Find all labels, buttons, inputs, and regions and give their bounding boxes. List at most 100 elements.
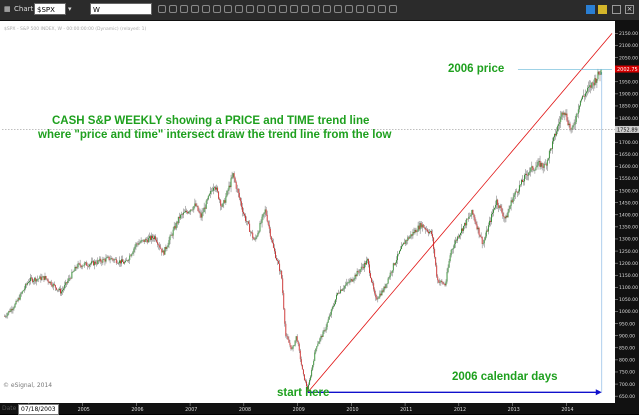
candle-body <box>222 203 224 207</box>
candle-body <box>591 82 593 88</box>
alert-tool-icon[interactable] <box>356 5 364 13</box>
candle-body <box>204 207 206 209</box>
candle-body <box>193 206 195 210</box>
candle-body <box>509 205 511 209</box>
symbol-input[interactable]: $SPX <box>34 3 66 15</box>
candle-body <box>282 278 284 294</box>
maximize-icon[interactable] <box>612 5 621 14</box>
arc-tool-icon[interactable] <box>246 5 254 13</box>
candle-body <box>496 199 498 206</box>
candle-body <box>399 250 400 254</box>
candle-body <box>86 265 88 267</box>
candle-body <box>352 280 354 282</box>
candle-body <box>318 341 320 344</box>
price-tick-label: 1800.00 <box>619 116 638 122</box>
candle-body <box>284 308 286 324</box>
interval-input[interactable]: W <box>90 3 152 15</box>
candle-body <box>217 187 219 192</box>
fib-tool-icon[interactable] <box>213 5 221 13</box>
candle-body <box>563 112 565 115</box>
candle-body <box>128 259 130 261</box>
line-tool-icon[interactable] <box>180 5 188 13</box>
candle-body <box>586 91 588 94</box>
price-tick-label: 1000.00 <box>619 309 638 315</box>
candle-body <box>233 173 235 179</box>
candle-body <box>327 319 329 323</box>
link-tool-icon[interactable] <box>389 5 397 13</box>
rectangle-tool-icon[interactable] <box>202 5 210 13</box>
eraser-tool-icon[interactable] <box>323 5 331 13</box>
candle-body <box>157 241 159 245</box>
candle-body <box>439 281 441 283</box>
candle-body <box>394 262 396 265</box>
crosshair-tool-icon[interactable] <box>158 5 166 13</box>
candle-body <box>186 210 188 212</box>
candle-body <box>97 260 99 264</box>
candle-body <box>364 262 366 265</box>
candle-body <box>224 200 226 203</box>
zoom-tool-icon[interactable] <box>169 5 177 13</box>
candle-body <box>354 274 356 279</box>
price-tick-label: 1100.00 <box>619 285 638 291</box>
candle-body <box>339 292 341 294</box>
candle-body <box>67 280 69 284</box>
gann-tool-icon[interactable] <box>257 5 265 13</box>
candle-body <box>109 259 111 260</box>
candle-body <box>202 212 204 213</box>
hand-tool-icon[interactable] <box>334 5 342 13</box>
candle-body <box>262 214 264 217</box>
candle-body <box>595 78 597 83</box>
clock-tool-icon[interactable] <box>367 5 375 13</box>
candle-body <box>486 230 488 232</box>
candle-body <box>594 78 596 86</box>
candle-body <box>448 260 450 268</box>
price-tick-label: 1150.00 <box>619 273 638 279</box>
symbol-dropdown-icon[interactable]: ▾ <box>68 5 72 13</box>
candle-body <box>277 260 278 262</box>
close-icon[interactable]: × <box>625 5 634 14</box>
candle-body <box>138 242 140 245</box>
candle-body <box>148 236 150 239</box>
candle-body <box>456 236 458 241</box>
candle-body <box>388 277 390 279</box>
candle-body <box>387 278 389 284</box>
price-tick-label: 800.00 <box>619 358 635 364</box>
candle-body <box>465 222 467 226</box>
price-tick-label: 1350.00 <box>619 225 638 231</box>
pitchfork-tool-icon[interactable] <box>268 5 276 13</box>
arrow-tool-icon[interactable] <box>301 5 309 13</box>
pencil-tool-icon[interactable] <box>312 5 320 13</box>
cycle-tool-icon[interactable] <box>235 5 243 13</box>
candle-body <box>251 231 253 233</box>
candle-body <box>453 243 455 248</box>
lock-icon[interactable] <box>598 5 607 14</box>
candle-body <box>539 160 541 167</box>
candle-body <box>111 258 113 260</box>
candle-body <box>440 280 442 282</box>
channel-tool-icon[interactable] <box>224 5 232 13</box>
candle-body <box>185 210 187 213</box>
price-tick-label: 1500.00 <box>619 188 638 194</box>
info-icon[interactable] <box>586 5 595 14</box>
settings-tool-icon[interactable] <box>378 5 386 13</box>
candle-body <box>497 199 499 206</box>
candle-body <box>252 232 254 238</box>
candle-body <box>12 308 14 311</box>
candle-body <box>429 231 430 234</box>
text-tool-icon[interactable] <box>191 5 199 13</box>
candle-body <box>326 322 328 328</box>
time-tick-label: 2011 <box>400 407 412 413</box>
candle-body <box>116 263 118 264</box>
candle-body <box>95 261 97 264</box>
candle-body <box>423 227 425 228</box>
candle-body <box>107 256 109 258</box>
ellipse-tool-icon[interactable] <box>290 5 298 13</box>
measure-tool-icon[interactable] <box>345 5 353 13</box>
speed-line-tool-icon[interactable] <box>279 5 287 13</box>
candle-body <box>349 280 351 283</box>
candle-body <box>435 257 437 266</box>
candles <box>4 68 602 392</box>
candle-body <box>543 163 545 168</box>
date-field[interactable]: 07/18/2003 <box>18 404 59 415</box>
candle-body <box>512 196 514 203</box>
